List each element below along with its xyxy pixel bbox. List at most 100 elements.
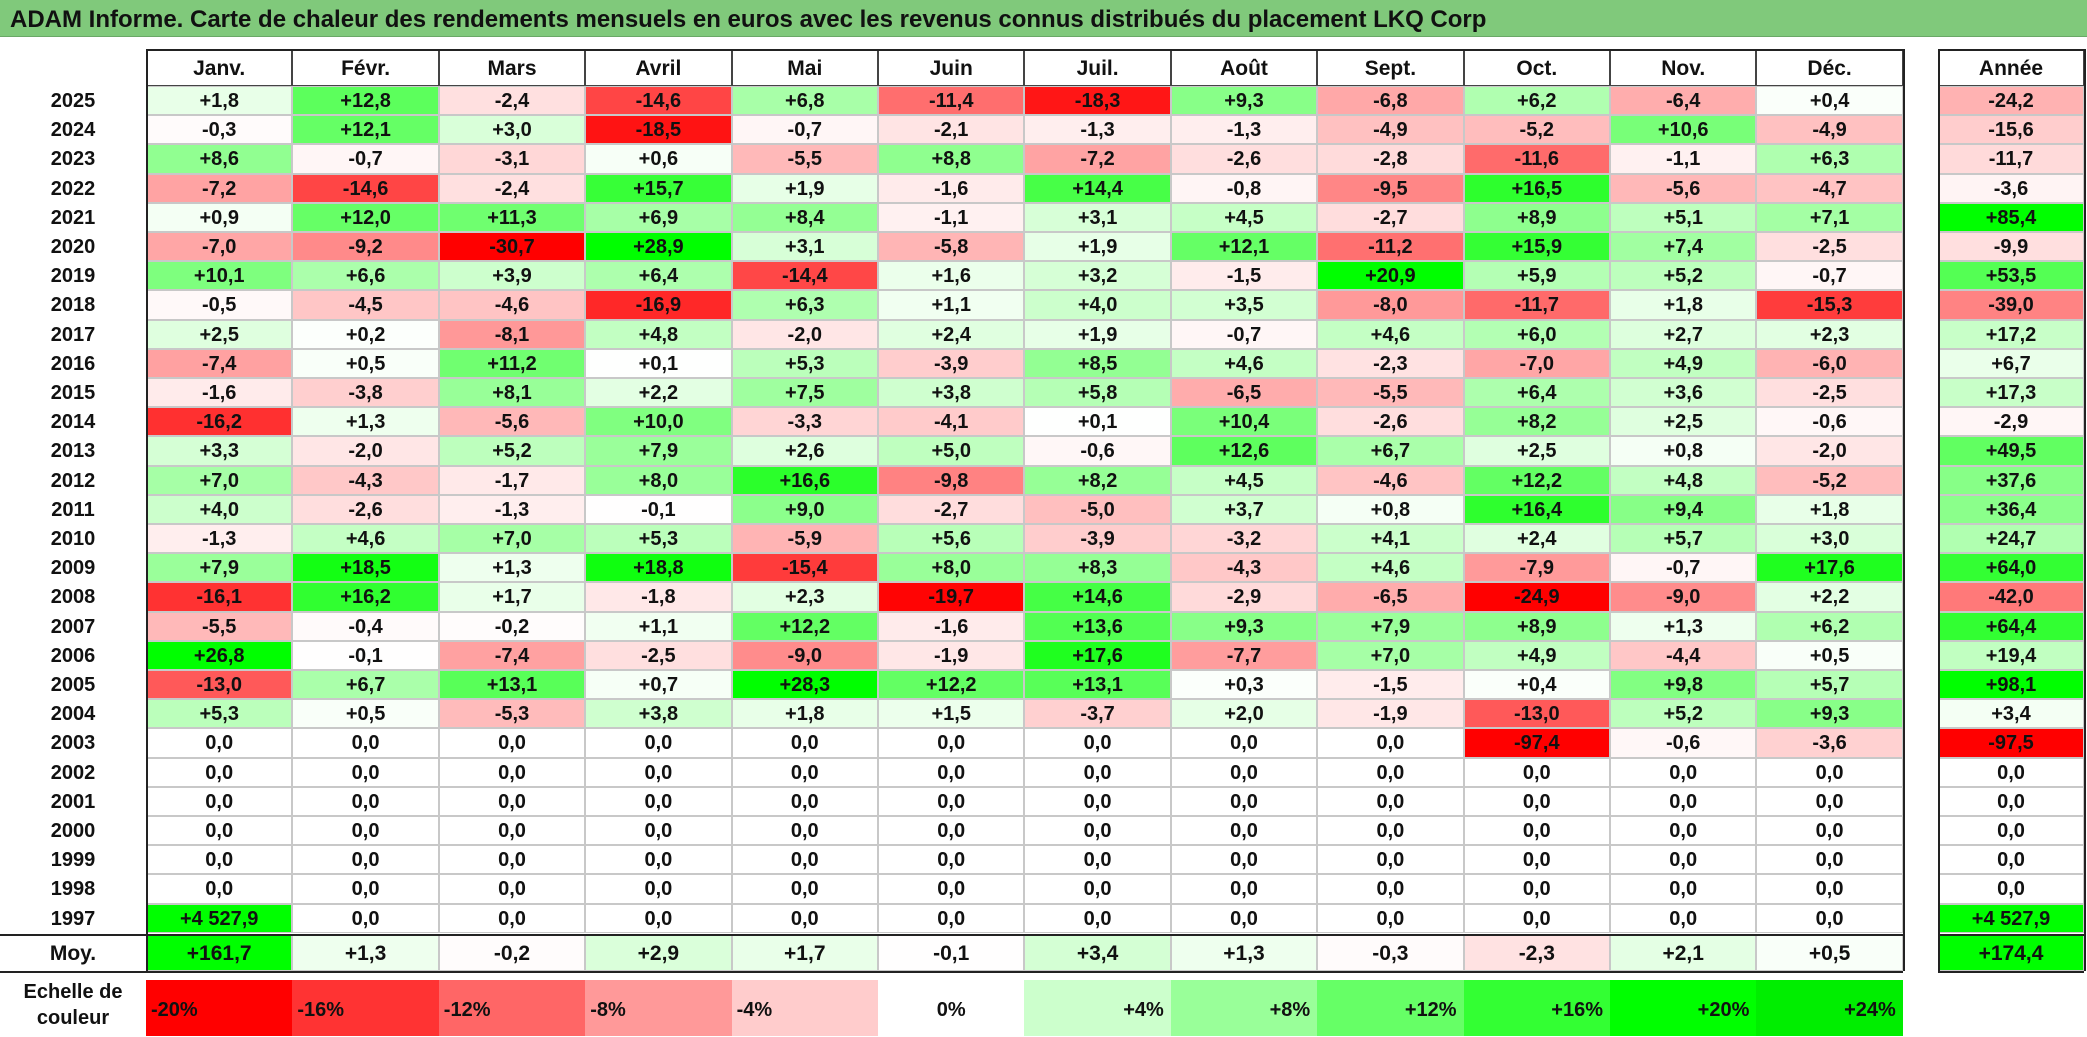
row-year-label: 2004: [0, 699, 146, 729]
heatmap-cell: 0,0: [1756, 845, 1903, 875]
heatmap-cell: 0,0: [585, 728, 732, 758]
heatmap-cell: 0,0: [585, 757, 732, 787]
row-year-label: 2013: [0, 436, 146, 466]
row-year-label: 2010: [0, 524, 146, 554]
heatmap-cell: +18,8: [585, 553, 732, 583]
average-cell: +2,1: [1610, 934, 1757, 971]
annual-cell: 0,0: [1938, 845, 2084, 875]
heatmap-cell: +3,0: [1756, 524, 1903, 554]
annual-cell: 0,0: [1938, 874, 2084, 904]
heatmap-cell: -4,5: [292, 290, 439, 320]
heatmap-cell: +9,3: [1170, 611, 1318, 641]
heatmap-cell: 0,0: [1610, 845, 1757, 875]
heatmap-cell: -11,6: [1463, 144, 1610, 174]
annual-cell: -2,9: [1938, 407, 2084, 437]
heatmap-cell: -3,6: [1756, 728, 1903, 758]
heatmap-cell: -0,5: [146, 290, 293, 320]
heatmap-cell: 0,0: [731, 786, 878, 816]
annual-cell: -11,7: [1938, 144, 2084, 174]
heatmap-cell: 0,0: [292, 786, 439, 816]
heatmap-cell: +1,5: [878, 699, 1025, 729]
heatmap-cell: +8,0: [585, 465, 732, 495]
row-year-label: 2011: [0, 494, 146, 524]
heatmap-cell: 0,0: [146, 728, 293, 758]
heatmap-cell: -2,5: [1756, 232, 1903, 262]
average-annual-cell: +174,4: [1938, 934, 2084, 971]
heatmap-cell: 0,0: [1024, 816, 1171, 846]
heatmap-cell: 0,0: [1024, 903, 1171, 933]
chart-title: ADAM Informe. Carte de chaleur des rende…: [10, 6, 1487, 33]
heatmap-cell: -1,9: [1317, 699, 1464, 729]
heatmap-cell: +9,3: [1170, 86, 1318, 116]
average-cell: +1,7: [731, 934, 878, 971]
average-cell: +3,4: [1024, 934, 1171, 971]
heatmap-cell: 0,0: [585, 786, 732, 816]
heatmap-cell: 0,0: [585, 845, 732, 875]
heatmap-cell: +1,7: [438, 582, 586, 612]
heatmap-cell: +4,5: [1170, 465, 1318, 495]
color-scale-step: +4%: [1024, 980, 1171, 1036]
heatmap-cell: 0,0: [1610, 903, 1757, 933]
heatmap-cell: +10,0: [585, 407, 732, 437]
heatmap-cell: +8,5: [1024, 348, 1171, 378]
heatmap-cell: +5,0: [878, 436, 1025, 466]
heatmap-cell: +7,1: [1756, 202, 1903, 232]
heatmap-cell: -5,9: [731, 524, 878, 554]
heatmap-cell: 0,0: [1170, 845, 1318, 875]
heatmap-cell: +12,2: [878, 670, 1025, 700]
annual-cell: -97,5: [1938, 728, 2084, 758]
heatmap-cell: -8,1: [438, 319, 586, 349]
color-scale-label: Echelle de couleur: [23, 981, 123, 1029]
heatmap-cell: +9,8: [1610, 670, 1757, 700]
heatmap-cell: +9,3: [1756, 699, 1903, 729]
heatmap-cell: 0,0: [878, 786, 1025, 816]
heatmap-cell: +5,9: [1463, 261, 1610, 291]
heatmap-cell: 0,0: [585, 816, 732, 846]
heatmap-cell: 0,0: [1170, 903, 1318, 933]
heatmap-cell: -0,6: [1610, 728, 1757, 758]
heatmap-cell: +20,9: [1317, 261, 1464, 291]
heatmap-cell: +4,8: [1610, 465, 1757, 495]
heatmap-cell: 0,0: [1610, 757, 1757, 787]
heatmap-cell: +2,7: [1610, 319, 1757, 349]
heatmap-cell: -4,7: [1756, 173, 1903, 203]
heatmap-cell: 0,0: [1317, 816, 1464, 846]
row-year-label: 2005: [0, 670, 146, 700]
heatmap-cell: +3,3: [146, 436, 293, 466]
color-scale-step: -8%: [585, 980, 732, 1036]
average-cell: -0,2: [438, 934, 586, 971]
heatmap-cell: -5,2: [1463, 115, 1610, 145]
heatmap-cell: -2,4: [438, 173, 586, 203]
heatmap-cell: +0,3: [1170, 670, 1318, 700]
row-year-label: 2003: [0, 728, 146, 758]
heatmap-cell: +7,9: [146, 553, 293, 583]
average-cell: +1,3: [1170, 934, 1318, 971]
heatmap-cell: -9,5: [1317, 173, 1464, 203]
heatmap-cell: -4,4: [1610, 640, 1757, 670]
heatmap-cell: -7,0: [146, 232, 293, 262]
heatmap-cell: -3,1: [438, 144, 586, 174]
heatmap-cell: -6,8: [1317, 86, 1464, 116]
heatmap-cell: +2,5: [1610, 407, 1757, 437]
heatmap-cell: -1,1: [1610, 144, 1757, 174]
heatmap-cell: 0,0: [1317, 757, 1464, 787]
heatmap-cell: +8,0: [878, 553, 1025, 583]
heatmap-cell: +2,2: [1756, 582, 1903, 612]
heatmap-cell: -0,1: [292, 640, 439, 670]
heatmap-cell: -18,5: [585, 115, 732, 145]
heatmap-cell: 0,0: [1317, 786, 1464, 816]
annual-cell: -3,6: [1938, 173, 2084, 203]
heatmap-cell: +0,4: [1756, 86, 1903, 116]
heatmap-cell: -19,7: [878, 582, 1025, 612]
heatmap-cell: 0,0: [1024, 728, 1171, 758]
heatmap-cell: -3,7: [1024, 699, 1171, 729]
row-year-label: 2024: [0, 115, 146, 145]
heatmap-cell: -8,0: [1317, 290, 1464, 320]
heatmap-cell: -5,6: [438, 407, 586, 437]
row-year-label: 2020: [0, 232, 146, 262]
heatmap-cell: -2,5: [1756, 378, 1903, 408]
row-year-label: 2022: [0, 173, 146, 203]
heatmap-cell: -2,9: [1170, 582, 1318, 612]
heatmap-cell: -1,1: [878, 202, 1025, 232]
